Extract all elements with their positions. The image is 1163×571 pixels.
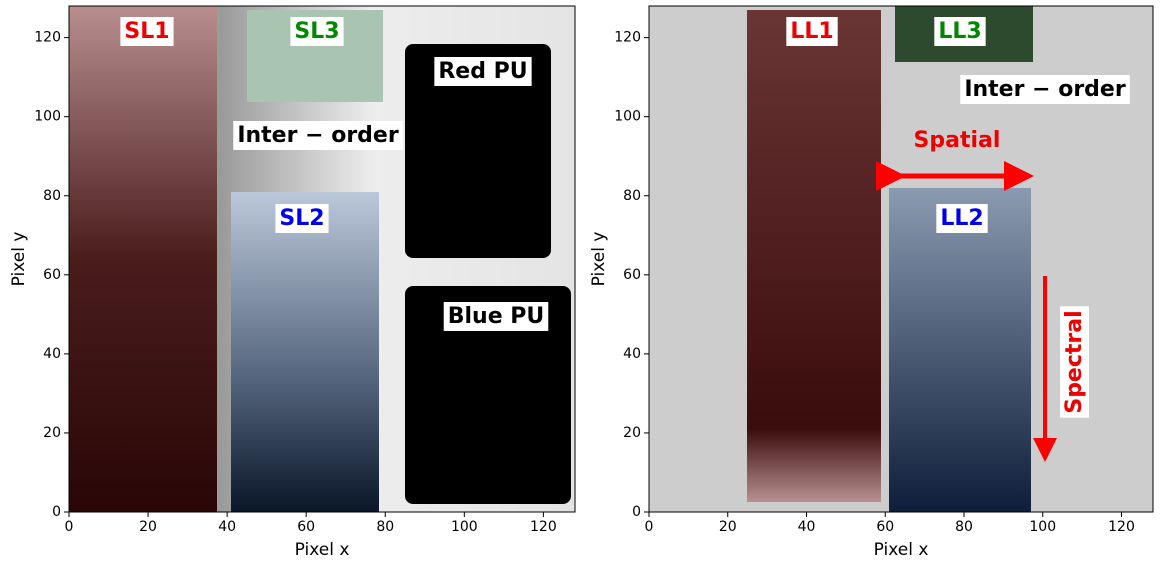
x-tick-label: 120 [1108,519,1135,535]
x-tick-label: 100 [451,519,478,535]
x-tick-label: 40 [798,519,816,535]
label-box [275,204,329,233]
label: LL3 [938,19,981,44]
x-tick-label: 80 [376,519,394,535]
y-tick-label: 40 [623,346,641,362]
label: LL1 [790,19,833,44]
x-tick-label: 20 [719,519,737,535]
y-tick-label: 120 [614,30,641,46]
y-tick-label: 20 [43,425,61,441]
x-axis-label: Pixel x [874,540,929,560]
y-tick-label: 40 [43,346,61,362]
label-box [443,302,549,331]
label-box [934,17,986,46]
x-tick-label: 100 [1029,519,1056,535]
label-box [936,204,988,233]
y-tick-label: 0 [632,504,641,520]
y-tick-label: 60 [623,267,641,283]
x-tick-label: 120 [530,519,557,535]
x-tick-label: 0 [645,519,654,535]
x-tick-label: 80 [955,519,973,535]
y-axis-label: Pixel y [589,232,609,287]
label: Blue PU [448,304,545,329]
label-box [1060,306,1089,418]
label-box [233,121,403,150]
label: SL2 [279,206,324,231]
plot-frame [648,5,1154,513]
x-tick-label: 0 [65,519,74,535]
label: SL3 [294,19,339,44]
x-tick-label: 60 [876,519,894,535]
label: Red PU [438,59,527,84]
label: Inter − order [237,123,399,148]
y-tick-label: 0 [52,504,61,520]
label-box [960,75,1130,104]
y-axis-label: Pixel y [9,232,29,287]
y-tick-label: 100 [34,109,61,125]
label: Spectral [1062,310,1087,413]
annotations: SL1 SL3 Inter − order Red PU SL2 Blue PU… [120,17,1130,418]
label: Spatial [914,128,1001,153]
y-tick-label: 80 [623,188,641,204]
label: SL1 [124,19,169,44]
y-tick-label: 20 [623,425,641,441]
label-box [290,17,344,46]
x-tick-label: 40 [218,519,236,535]
y-tick-label: 120 [34,30,61,46]
label: LL2 [940,206,983,231]
y-tick-label: 80 [43,188,61,204]
y-tick-label: 60 [43,267,61,283]
x-tick-label: 20 [139,519,157,535]
x-axis-label: Pixel x [295,540,350,560]
y-tick-label: 100 [614,109,641,125]
plot-frame [68,5,576,513]
label-box [434,57,532,86]
x-tick-label: 60 [297,519,315,535]
label: Inter − order [964,77,1126,102]
left-image [69,6,575,512]
label-box [120,17,174,46]
label-box [786,17,838,46]
